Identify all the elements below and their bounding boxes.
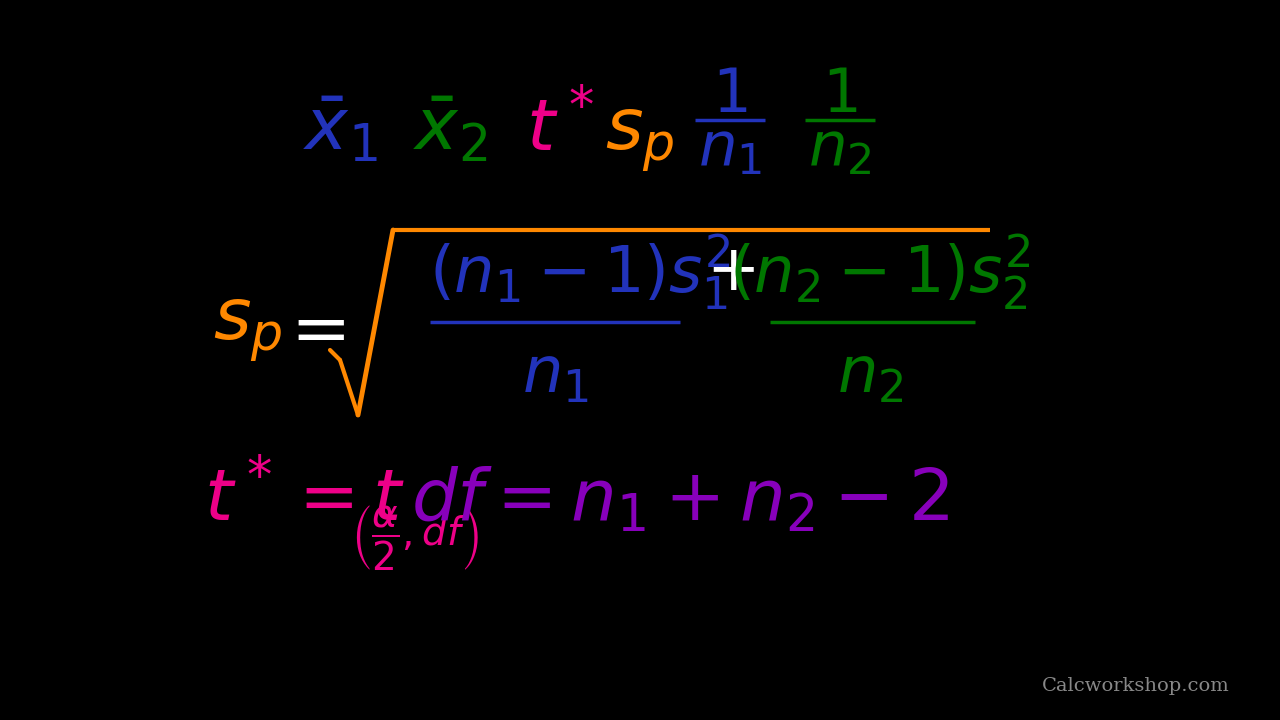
Text: $\left(\dfrac{\alpha}{2},df\right)$: $\left(\dfrac{\alpha}{2},df\right)$ — [351, 503, 479, 572]
Text: $s_p$: $s_p$ — [214, 294, 283, 365]
Text: $t^*$: $t^*$ — [526, 94, 594, 166]
Text: $n_2$: $n_2$ — [808, 118, 872, 178]
Text: $s_p$: $s_p$ — [605, 104, 675, 175]
Text: $n_2$: $n_2$ — [837, 344, 904, 406]
Text: $(n_2-1)s_2^2$: $(n_2-1)s_2^2$ — [730, 232, 1030, 312]
Text: $n_1$: $n_1$ — [698, 118, 762, 178]
Text: Calcworkshop.com: Calcworkshop.com — [1042, 677, 1230, 695]
Text: $n_1$: $n_1$ — [522, 344, 589, 406]
Text: $=$: $=$ — [275, 294, 344, 365]
Text: $\bar{x}_2$: $\bar{x}_2$ — [412, 95, 488, 166]
Text: $+$: $+$ — [705, 241, 754, 302]
Text: $\bar{x}_1$: $\bar{x}_1$ — [302, 95, 378, 166]
Text: $t^* = t$: $t^* = t$ — [205, 464, 406, 536]
Text: $df = n_1 + n_2 - 2$: $df = n_1 + n_2 - 2$ — [411, 464, 948, 535]
Text: $1$: $1$ — [822, 65, 858, 125]
Text: $(n_1-1)s_1^2$: $(n_1-1)s_1^2$ — [429, 232, 731, 312]
Text: $1$: $1$ — [713, 65, 748, 125]
